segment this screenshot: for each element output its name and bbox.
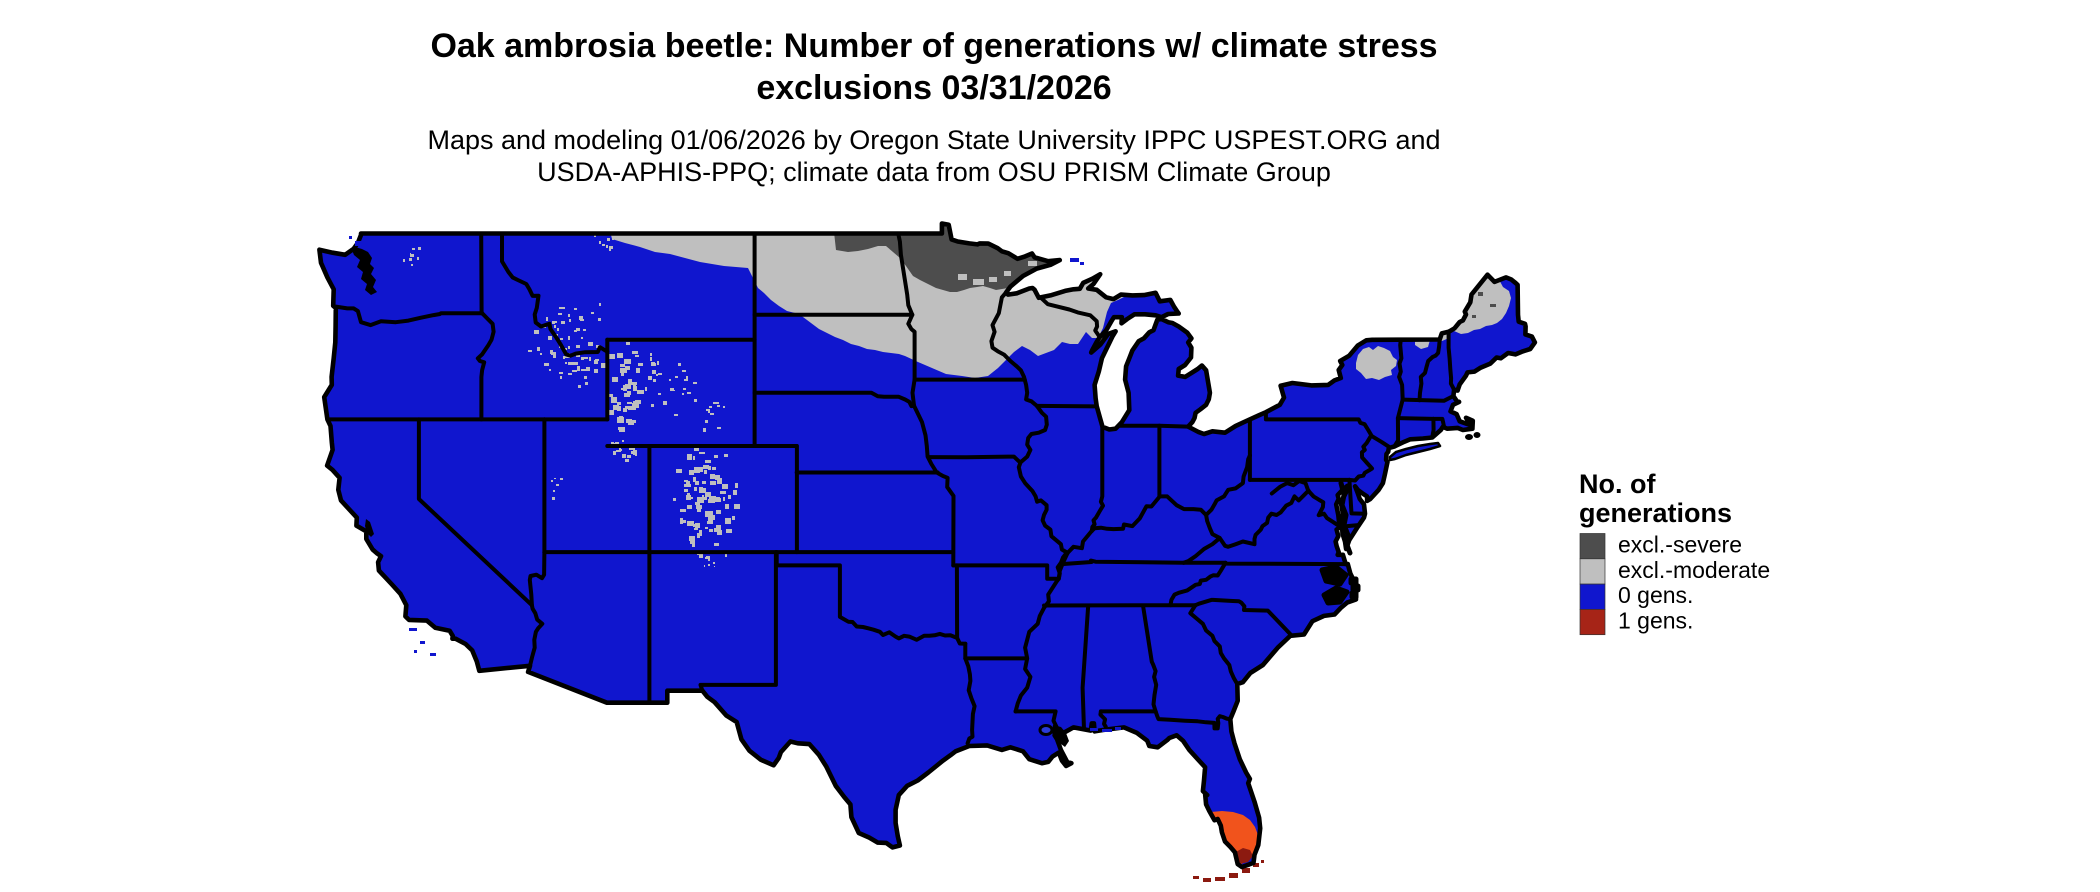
svg-text:No. of: No. of xyxy=(1579,469,1656,499)
svg-text:generations: generations xyxy=(1579,498,1732,528)
svg-text:Maps and modeling 01/06/2026 b: Maps and modeling 01/06/2026 by Oregon S… xyxy=(427,125,1440,155)
svg-text:exclusions 03/31/2026: exclusions 03/31/2026 xyxy=(756,69,1111,107)
svg-text:USDA-APHIS-PPQ; climate data f: USDA-APHIS-PPQ; climate data from OSU PR… xyxy=(537,157,1331,187)
svg-text:Oak ambrosia beetle: Number of: Oak ambrosia beetle: Number of generatio… xyxy=(430,27,1437,65)
svg-text:excl.-severe: excl.-severe xyxy=(1618,532,1742,558)
svg-text:1 gens.: 1 gens. xyxy=(1618,607,1693,633)
svg-text:0 gens.: 0 gens. xyxy=(1618,582,1693,608)
svg-text:excl.-moderate: excl.-moderate xyxy=(1618,557,1770,583)
